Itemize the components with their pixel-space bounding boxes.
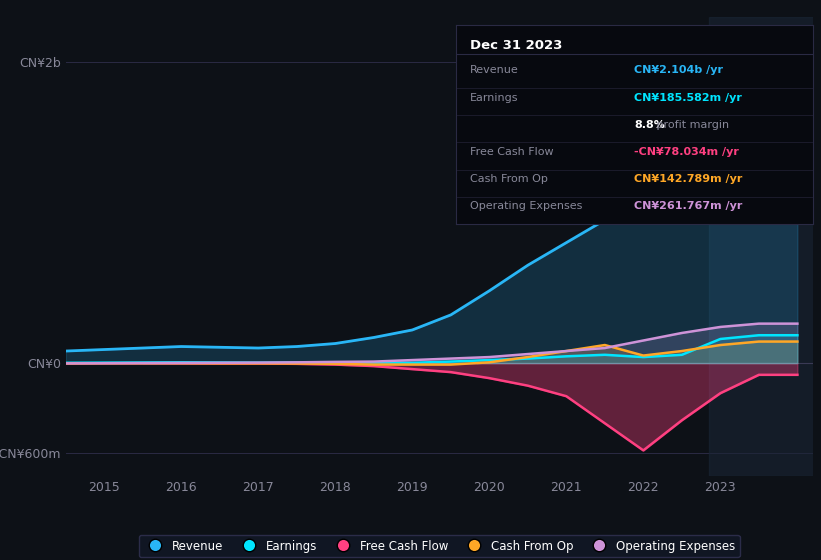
Text: Earnings: Earnings [470, 92, 518, 102]
Text: profit margin: profit margin [653, 120, 729, 130]
Text: -CN¥78.034m /yr: -CN¥78.034m /yr [635, 147, 739, 157]
Text: Free Cash Flow: Free Cash Flow [470, 147, 553, 157]
Text: CN¥185.582m /yr: CN¥185.582m /yr [635, 92, 742, 102]
Text: Dec 31 2023: Dec 31 2023 [470, 39, 562, 52]
Text: Operating Expenses: Operating Expenses [470, 202, 582, 211]
Text: Cash From Op: Cash From Op [470, 174, 548, 184]
Text: 8.8%: 8.8% [635, 120, 665, 130]
Text: Revenue: Revenue [470, 66, 519, 76]
Text: CN¥261.767m /yr: CN¥261.767m /yr [635, 202, 743, 211]
Text: CN¥142.789m /yr: CN¥142.789m /yr [635, 174, 743, 184]
Text: CN¥2.104b /yr: CN¥2.104b /yr [635, 66, 723, 76]
Legend: Revenue, Earnings, Free Cash Flow, Cash From Op, Operating Expenses: Revenue, Earnings, Free Cash Flow, Cash … [139, 535, 740, 557]
Bar [709, 17, 820, 476]
